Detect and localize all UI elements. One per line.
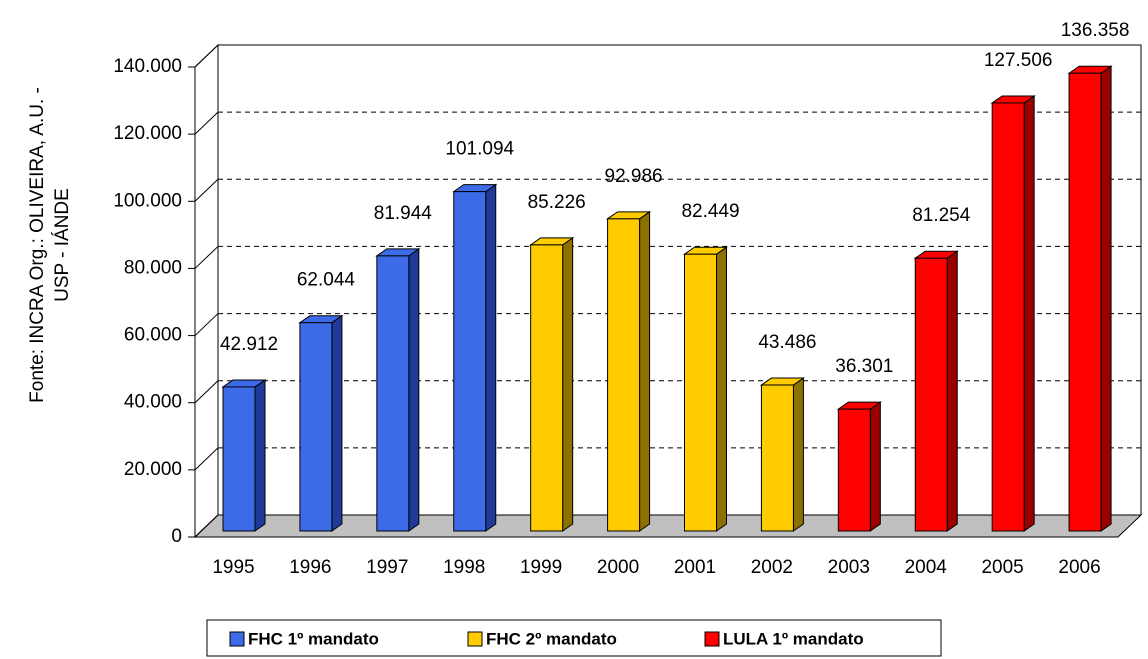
legend-label: FHC 1º mandato (248, 629, 379, 648)
bar-side (639, 210, 651, 532)
x-tick-label: 2000 (597, 557, 639, 578)
bar (684, 253, 717, 532)
x-tick-label: 2003 (828, 557, 870, 578)
y-tick-label: 120.000 (113, 123, 182, 144)
data-label: 85.226 (528, 192, 586, 213)
x-tick-label: 1997 (366, 557, 408, 578)
data-label: 101.094 (445, 139, 514, 160)
y-axis-title: Fonte: INCRA Org.: OLIVEIRA, A.U. - USP … (27, 87, 73, 403)
y-tick-label: 140.000 (113, 56, 182, 77)
bar (453, 191, 487, 532)
bar (991, 102, 1025, 532)
x-tick-label: 1998 (443, 557, 485, 578)
data-label: 43.486 (758, 332, 816, 353)
y-tick-wall (194, 313, 219, 336)
data-label: 81.944 (374, 203, 433, 224)
y-tick-wall (194, 178, 219, 202)
y-tick-wall (194, 447, 219, 471)
x-tick-label: 2002 (751, 557, 793, 578)
bar (760, 384, 794, 532)
bar (299, 322, 333, 532)
bar-side (485, 183, 497, 532)
data-label: 62.044 (297, 270, 356, 291)
legend-swatch (229, 631, 245, 647)
legend-swatch (467, 631, 483, 647)
side-wall (194, 43, 219, 539)
y-tick-wall (194, 111, 219, 135)
y-tick-label: 100.000 (113, 190, 182, 211)
x-tick-label: 2001 (674, 557, 716, 578)
x-tick-label: 1995 (212, 557, 254, 578)
data-label: 36.301 (835, 356, 893, 377)
y-tick-wall (194, 514, 219, 538)
legend (206, 619, 942, 657)
x-tick-label: 2006 (1058, 557, 1100, 578)
bar (222, 386, 256, 532)
bar-side (1100, 65, 1112, 532)
data-label: 127.506 (984, 50, 1053, 71)
x-tick-label: 2004 (905, 557, 948, 578)
y-tick-wall (194, 246, 219, 269)
y-tick-wall (194, 380, 219, 404)
x-tick-label: 1999 (520, 557, 562, 578)
bar (530, 244, 564, 532)
x-tick-label: 1996 (289, 557, 331, 578)
bar-side (331, 314, 343, 532)
bar-side (1023, 94, 1035, 532)
bar (837, 408, 871, 532)
bar-side (562, 236, 574, 532)
bar-side (716, 246, 727, 532)
bar-side (254, 378, 266, 532)
y-tick-wall (194, 44, 219, 68)
data-label: 92.986 (605, 166, 663, 187)
y-tick-label: 60.000 (124, 325, 182, 346)
y-tick-label: 80.000 (124, 257, 182, 278)
y-axis-title-line: USP - IÁNDE (52, 188, 73, 302)
bar (914, 257, 948, 532)
bar (376, 255, 410, 532)
y-tick-label: 20.000 (124, 459, 182, 480)
bar (1068, 72, 1102, 532)
data-label: 42.912 (220, 334, 278, 355)
y-tick-label: 0 (171, 526, 182, 547)
bar (607, 218, 641, 532)
legend-label: FHC 2º mandato (486, 629, 617, 648)
bar-side (408, 247, 420, 532)
bar-side (946, 250, 958, 532)
bar-side (869, 401, 881, 532)
data-label: 82.449 (681, 201, 739, 222)
data-label: 136.358 (1061, 20, 1130, 41)
bar-side (792, 377, 804, 532)
x-tick-label: 2005 (981, 557, 1023, 578)
data-label: 81.254 (912, 205, 971, 226)
legend-swatch (704, 631, 720, 647)
y-axis-title-line: Fonte: INCRA Org.: OLIVEIRA, A.U. - (27, 87, 48, 403)
legend-label: LULA 1º mandato (723, 629, 864, 648)
y-tick-label: 40.000 (124, 392, 182, 413)
